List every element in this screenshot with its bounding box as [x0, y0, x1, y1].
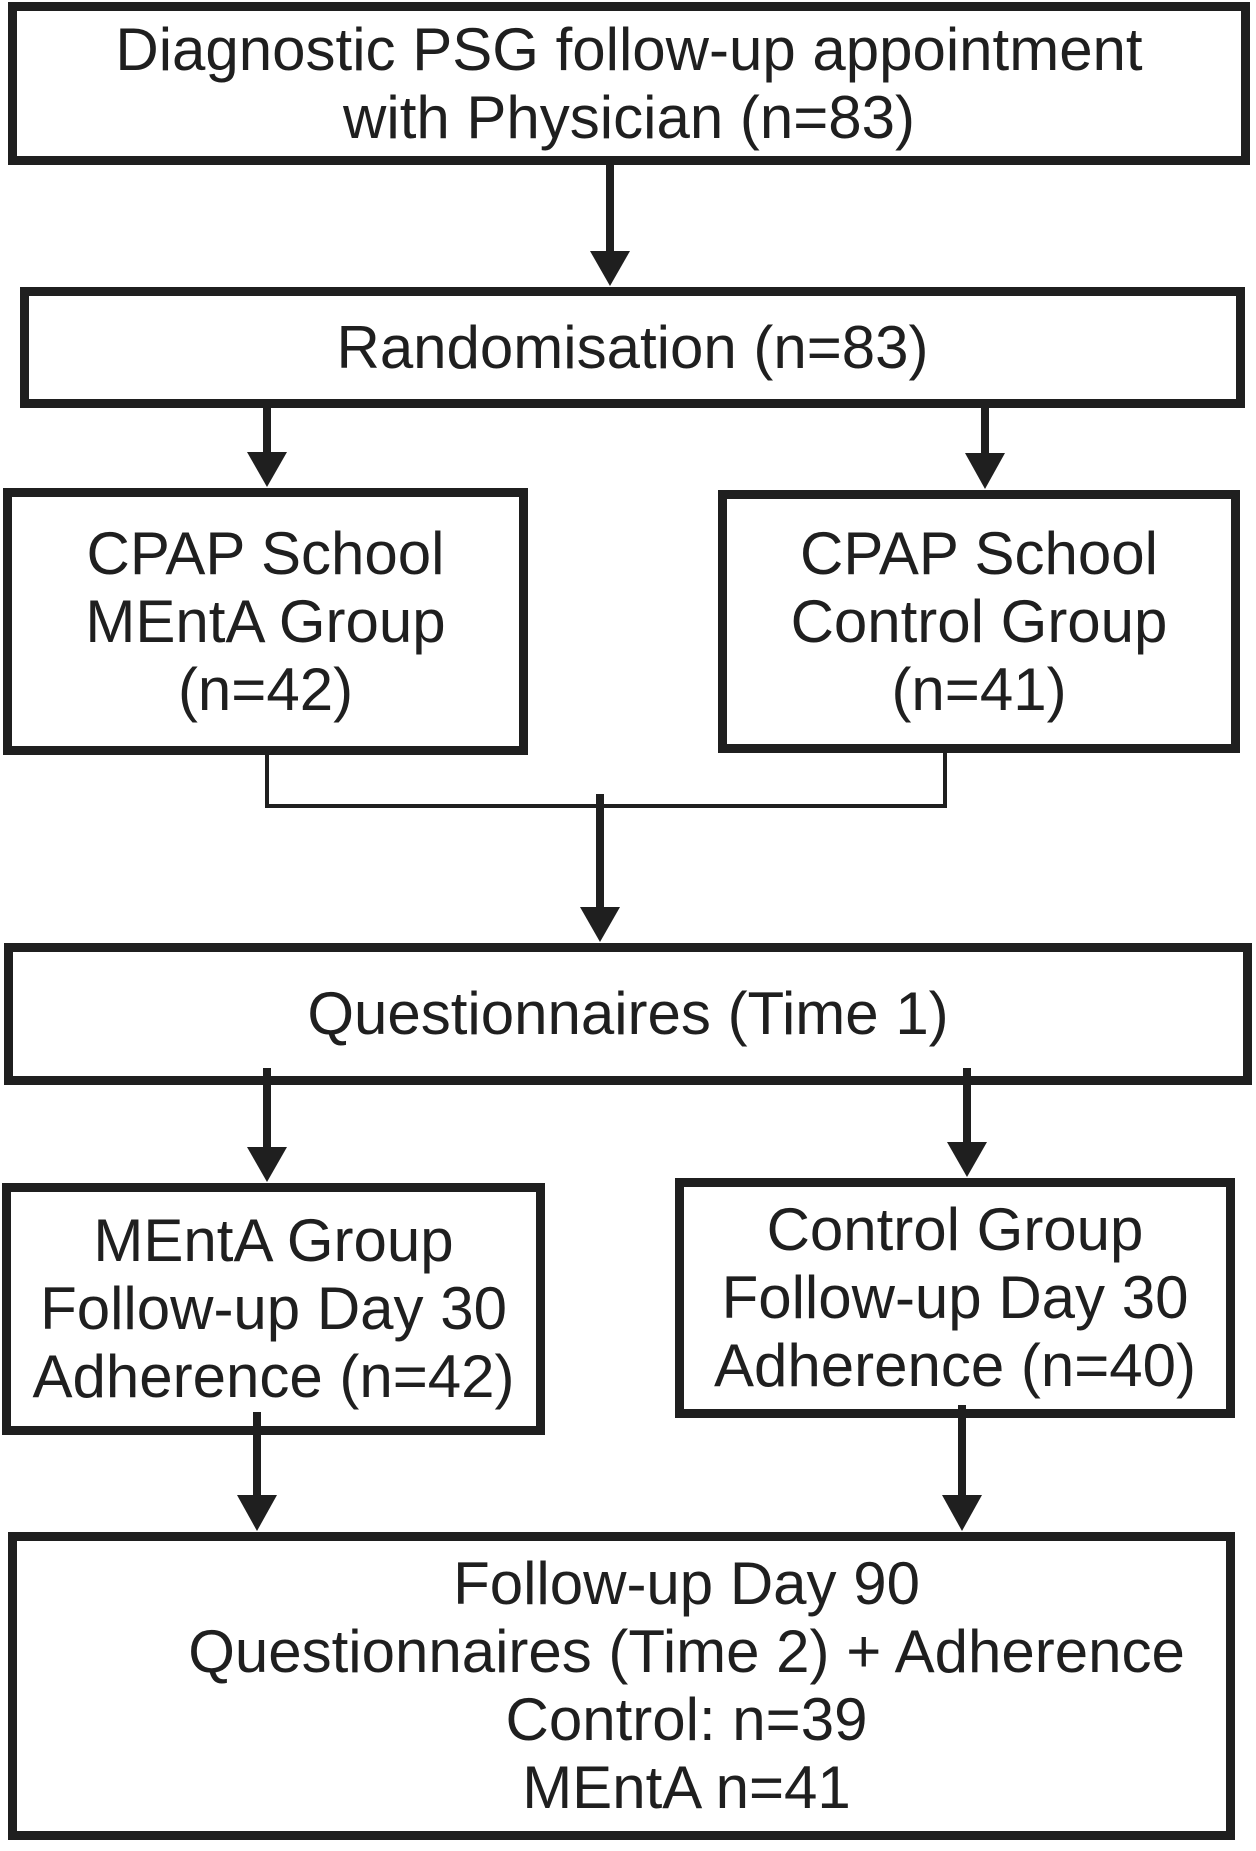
box-menta-followup-day30: MEntA Group Follow-up Day 30 Adherence (… — [2, 1183, 545, 1435]
box-menta-followup-day30-label: MEntA Group Follow-up Day 30 Adherence (… — [32, 1207, 515, 1410]
arrow-questionnaires-to-control-followup — [947, 1068, 987, 1177]
arrow-control-followup-to-day90 — [942, 1405, 982, 1531]
arrow-randomisation-to-menta-group — [247, 402, 287, 487]
arrow-merge-to-questionnaires — [580, 794, 620, 942]
box-followup-day90-label: Follow-up Day 90 Questionnaires (Time 2)… — [188, 1550, 1185, 1821]
box-menta-group-label: CPAP School MEntA Group (n=42) — [85, 519, 446, 723]
box-followup-day90: Follow-up Day 90 Questionnaires (Time 2)… — [8, 1532, 1235, 1840]
connector-groups-merge — [265, 751, 947, 808]
box-randomisation-label: Randomisation (n=83) — [336, 313, 929, 381]
arrow-appointment-to-randomisation — [590, 160, 630, 286]
box-control-followup-day30: Control Group Follow-up Day 30 Adherence… — [675, 1178, 1235, 1418]
arrow-randomisation-to-control-group — [965, 402, 1005, 489]
box-questionnaires-time1: Questionnaires (Time 1) — [4, 943, 1252, 1085]
box-control-group-label: CPAP School Control Group (n=41) — [790, 519, 1168, 723]
box-control-group: CPAP School Control Group (n=41) — [718, 490, 1240, 753]
box-control-followup-day30-label: Control Group Follow-up Day 30 Adherence… — [714, 1196, 1196, 1399]
box-appointment-label: Diagnostic PSG follow-up appointment wit… — [115, 15, 1143, 151]
box-questionnaires-time1-label: Questionnaires (Time 1) — [307, 980, 949, 1047]
arrow-questionnaires-to-menta-followup — [247, 1068, 287, 1182]
box-appointment: Diagnostic PSG follow-up appointment wit… — [8, 2, 1250, 165]
box-menta-group: CPAP School MEntA Group (n=42) — [3, 488, 528, 755]
arrow-menta-followup-to-day90 — [237, 1412, 277, 1531]
box-randomisation: Randomisation (n=83) — [20, 287, 1245, 408]
